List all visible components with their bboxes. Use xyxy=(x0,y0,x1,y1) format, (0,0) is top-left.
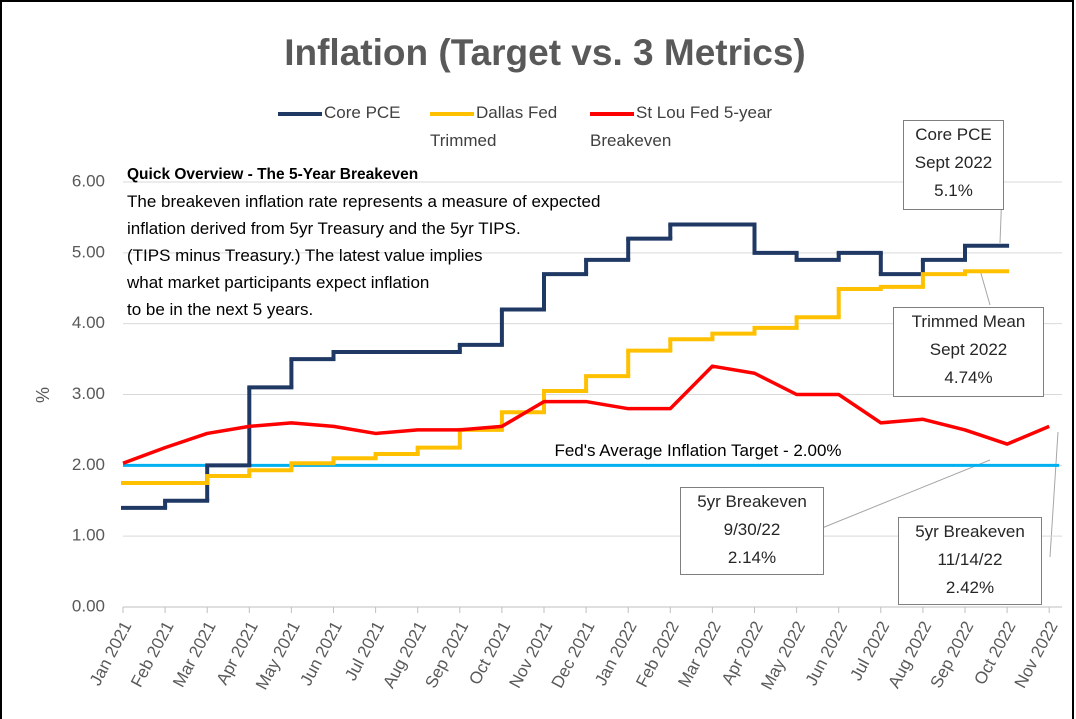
x-tick-label: Oct 2021 xyxy=(465,618,514,688)
y-tick-label: 5.00 xyxy=(72,242,105,261)
y-tick-label: 2.00 xyxy=(72,455,105,474)
callout-line: Sept 2022 xyxy=(914,153,993,172)
legend-label: Dallas Fed Trimmed xyxy=(430,103,558,150)
legend-swatch xyxy=(430,111,474,116)
legend-item: Dallas Fed Trimmed xyxy=(430,99,580,155)
callout-line: 9/30/22 xyxy=(723,520,781,539)
y-tick-label: 3.00 xyxy=(72,384,105,403)
callout-line: 5.1% xyxy=(934,181,973,200)
overview-heading: Quick Overview - The 5-Year Breakeven xyxy=(127,166,419,183)
callout-line: 11/14/22 xyxy=(937,550,1003,569)
series-line xyxy=(122,364,1050,465)
x-tick-label: Jul 2022 xyxy=(846,618,893,684)
overview-body: The breakeven inflation rate represents … xyxy=(127,188,600,323)
legend-label: St Lou Fed 5-year Breakeven xyxy=(590,103,773,150)
y-tick-label: 4.00 xyxy=(72,313,105,332)
y-tick-label: 6.00 xyxy=(72,171,105,190)
callout-line: 2.14% xyxy=(727,548,777,567)
overview-line: to be in the next 5 years. xyxy=(127,300,314,319)
legend-label: Core PCE xyxy=(324,103,401,122)
callout-line: 4.74% xyxy=(944,368,993,387)
leader-line xyxy=(1049,431,1059,558)
x-tick-label: Oct 2022 xyxy=(970,618,1019,688)
legend-item: St Lou Fed 5-year Breakeven xyxy=(590,99,790,155)
callout: 5yr Breakeven 9/30/22 2.14% xyxy=(680,487,824,575)
callout: Trimmed Mean Sept 2022 4.74% xyxy=(893,307,1044,397)
legend-swatch xyxy=(590,111,634,116)
legend-item: Core PCE xyxy=(278,99,408,127)
legend-swatch xyxy=(278,111,322,116)
callout-line: 5yr Breakeven xyxy=(697,492,807,511)
target-label: Fed's Average Inflation Target - 2.00% xyxy=(554,441,841,460)
callout-line: 5yr Breakeven xyxy=(915,522,1025,541)
callout-line: Core PCE xyxy=(915,125,992,144)
overview-line: (TIPS minus Treasury.) The latest value … xyxy=(127,246,483,265)
x-tick-label: Apr 2021 xyxy=(213,618,262,688)
overview-line: The breakeven inflation rate represents … xyxy=(127,192,601,211)
callout: 5yr Breakeven 11/14/22 2.42% xyxy=(898,517,1042,605)
chart-title: Inflation (Target vs. 3 Metrics) xyxy=(284,32,806,73)
leader-line xyxy=(821,459,991,529)
callout-line: 2.42% xyxy=(945,578,995,597)
x-tick-label: Apr 2022 xyxy=(718,618,767,688)
x-tick-label: Jul 2021 xyxy=(341,618,388,684)
y-tick-label: 0.00 xyxy=(72,596,105,615)
y-axis-label: % xyxy=(33,387,53,403)
overview-line: what market participants expect inflatio… xyxy=(127,273,430,292)
y-tick-label: 1.00 xyxy=(72,526,105,545)
callout: Core PCE Sept 2022 5.1% xyxy=(903,120,1004,210)
x-tick-label: Jun 2021 xyxy=(296,618,346,689)
x-tick-label: Jun 2022 xyxy=(802,618,852,689)
overview-line: inflation derived from 5yr Treasury and … xyxy=(127,219,521,238)
overview: Quick Overview - The 5-Year Breakeven The… xyxy=(127,160,600,323)
callout-line: Sept 2022 xyxy=(929,340,1008,359)
callout-line: Trimmed Mean xyxy=(911,312,1026,331)
leader-line xyxy=(979,269,991,306)
